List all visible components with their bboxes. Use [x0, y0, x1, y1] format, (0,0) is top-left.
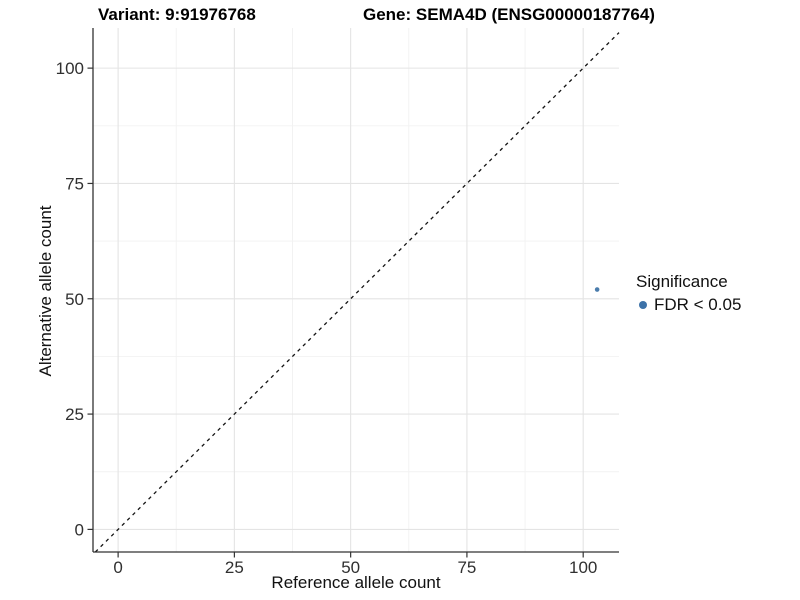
legend-item: FDR < 0.05	[636, 295, 741, 315]
legend-item-label: FDR < 0.05	[654, 295, 742, 314]
legend-key-dot-icon	[639, 301, 647, 309]
y-tick-label: 25	[65, 405, 84, 424]
legend: Significance FDR < 0.05	[636, 272, 741, 315]
data-point	[594, 287, 600, 292]
x-tick-label: 100	[569, 558, 597, 577]
gene-title: Gene: SEMA4D (ENSG00000187764)	[363, 5, 655, 24]
legend-title: Significance	[636, 272, 728, 291]
y-axis-title: Alternative allele count	[36, 205, 55, 377]
x-tick-label: 75	[457, 558, 476, 577]
y-tick-label: 75	[65, 174, 84, 193]
x-tick-label: 50	[341, 558, 360, 577]
x-tick-label: 0	[113, 558, 122, 577]
identity-reference-line	[94, 32, 620, 553]
y-tick-label: 0	[75, 520, 84, 539]
variant-title: Variant: 9:91976768	[98, 5, 256, 24]
x-tick-label: 25	[225, 558, 244, 577]
y-tick-label: 100	[56, 59, 84, 78]
y-tick-label: 50	[65, 290, 84, 309]
x-axis-title: Reference allele count	[271, 573, 441, 592]
